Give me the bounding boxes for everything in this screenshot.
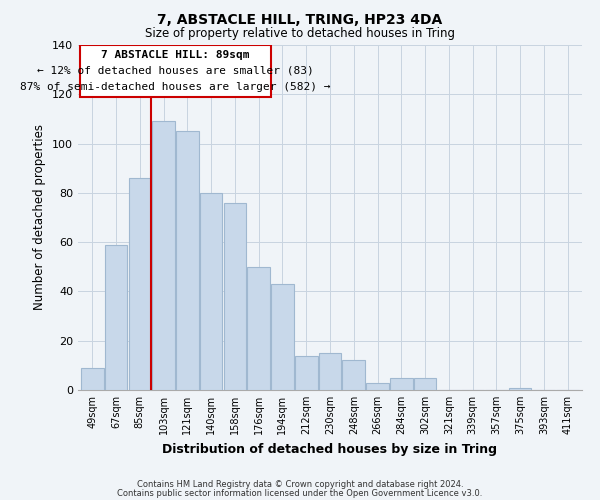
Text: Size of property relative to detached houses in Tring: Size of property relative to detached ho…: [145, 28, 455, 40]
Y-axis label: Number of detached properties: Number of detached properties: [34, 124, 46, 310]
Bar: [224, 202, 246, 390]
Bar: [247, 267, 270, 390]
Bar: [152, 122, 175, 390]
X-axis label: Distribution of detached houses by size in Tring: Distribution of detached houses by size …: [163, 442, 497, 456]
Bar: [343, 360, 365, 390]
Bar: [176, 131, 199, 390]
Bar: [80, 45, 271, 97]
Bar: [128, 178, 151, 390]
Bar: [390, 378, 413, 390]
Text: Contains public sector information licensed under the Open Government Licence v3: Contains public sector information licen…: [118, 488, 482, 498]
Bar: [271, 284, 294, 390]
Bar: [105, 244, 127, 390]
Bar: [414, 378, 436, 390]
Bar: [319, 353, 341, 390]
Text: 7, ABSTACLE HILL, TRING, HP23 4DA: 7, ABSTACLE HILL, TRING, HP23 4DA: [157, 12, 443, 26]
Text: 87% of semi-detached houses are larger (582) →: 87% of semi-detached houses are larger (…: [20, 82, 331, 92]
Bar: [200, 193, 223, 390]
Bar: [81, 368, 104, 390]
Text: Contains HM Land Registry data © Crown copyright and database right 2024.: Contains HM Land Registry data © Crown c…: [137, 480, 463, 489]
Text: ← 12% of detached houses are smaller (83): ← 12% of detached houses are smaller (83…: [37, 66, 314, 76]
Text: 7 ABSTACLE HILL: 89sqm: 7 ABSTACLE HILL: 89sqm: [101, 50, 250, 60]
Bar: [295, 356, 317, 390]
Bar: [366, 382, 389, 390]
Bar: [509, 388, 532, 390]
